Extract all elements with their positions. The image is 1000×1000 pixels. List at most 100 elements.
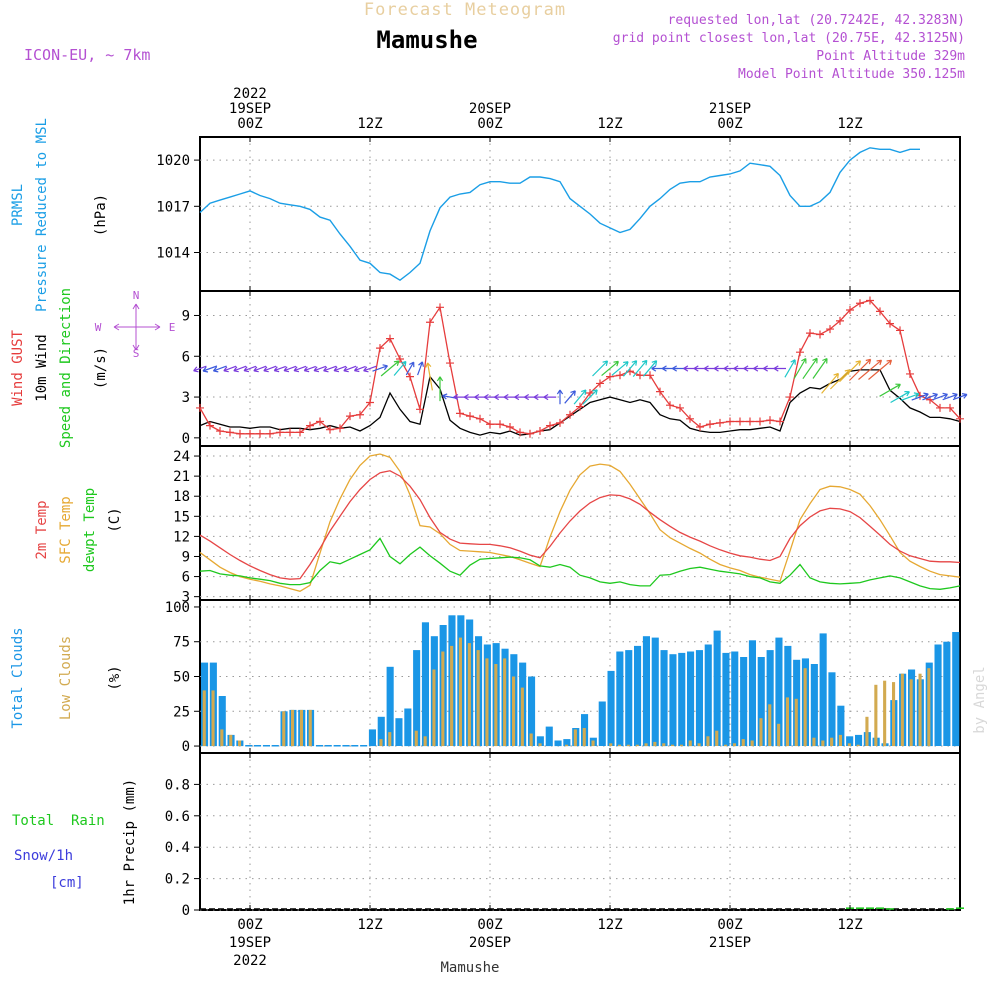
wind-arrow <box>474 393 486 401</box>
gust-marker <box>366 398 374 407</box>
low-cloud-bar <box>432 669 436 746</box>
wind-arrow <box>380 360 400 377</box>
total-cloud-bar <box>386 666 394 747</box>
wind-arrow <box>243 365 257 373</box>
axis-ticks: 1014 1017 1020 0 3 6 9 3 6 9 12 15 18 21 24 0 25 50 75 100 0… <box>156 137 851 919</box>
low-cloud-bar <box>450 645 454 746</box>
total-cloud-bar <box>616 651 624 747</box>
total-cloud-bar <box>545 726 553 747</box>
wind-arrow <box>193 365 207 373</box>
wind-arrow <box>202 365 218 373</box>
total-cloud-bar <box>669 654 677 746</box>
gust-marker <box>486 420 494 429</box>
gust-marker <box>276 428 284 437</box>
low-cloud-bar <box>918 673 922 746</box>
gust-marker <box>826 325 834 334</box>
top-time-label: 00Z <box>717 116 742 132</box>
chart-title: Mamushe <box>376 26 477 54</box>
precip-tick-label: 0.4 <box>165 840 190 856</box>
wind-arrow <box>713 365 726 372</box>
wind-arrow <box>425 362 433 391</box>
wind-tick-label: 3 <box>182 390 190 406</box>
gust-marker <box>716 418 724 427</box>
gust-marker <box>596 379 604 388</box>
low-cloud-bar <box>750 740 754 747</box>
clouds-tick-label: 25 <box>173 704 190 720</box>
bottom-time-label: 21SEP <box>709 935 751 951</box>
low-cloud-bar <box>282 711 286 747</box>
gust-marker <box>766 416 774 425</box>
gust-marker <box>526 429 534 438</box>
precip-tick-label: 0 <box>182 903 190 919</box>
low-cloud-bar <box>308 709 312 747</box>
gust-marker <box>376 344 384 353</box>
wind-arrow <box>223 365 237 373</box>
wind-tick-label: 6 <box>182 349 190 365</box>
wind-arrow <box>372 364 388 372</box>
low-cloud-bar <box>671 744 675 747</box>
wind-arrow <box>514 393 526 401</box>
gust-marker <box>746 417 754 426</box>
gust-marker <box>266 429 274 438</box>
temp-tick-label: 6 <box>182 570 190 586</box>
wind-arrow <box>343 365 357 373</box>
low-cloud-bar <box>591 740 595 747</box>
gust-marker <box>256 429 264 438</box>
gust-marker <box>456 409 464 418</box>
gust-marker <box>846 306 854 315</box>
wind-arrow <box>942 392 958 401</box>
wind-arrow <box>922 392 938 401</box>
low-cloud-bar <box>892 682 896 747</box>
total-cloud-bar <box>351 745 359 747</box>
model-altitude: Model Point Altitude 350.125m <box>738 67 965 82</box>
low-cloud-bar <box>529 733 533 746</box>
top-time-label: 12Z <box>597 116 622 132</box>
clouds-label-1: Total Clouds <box>10 627 26 728</box>
total-cloud-bar <box>934 644 942 746</box>
total-cloud-bar <box>254 745 262 747</box>
gust-marker <box>466 412 474 421</box>
low-cloud-bar <box>732 743 736 747</box>
wind-arrow <box>802 357 818 380</box>
total-cloud-bar <box>775 637 783 747</box>
wind-arrow <box>858 359 883 380</box>
gust-marker <box>936 403 944 412</box>
total-cloud-bar <box>943 641 951 746</box>
bottom-time-label: 2022 <box>233 953 267 969</box>
gust-marker <box>326 425 334 434</box>
low-cloud-bar <box>865 716 869 746</box>
precip-unit: 1hr Precip (mm) <box>122 779 138 905</box>
wind-arrow <box>773 365 786 372</box>
wind-arrow <box>273 365 287 373</box>
wind-tick-label: 9 <box>182 308 190 324</box>
low-cloud-bar <box>635 744 639 747</box>
low-cloud-bar <box>538 743 542 747</box>
temp-unit: (C) <box>107 507 123 532</box>
wind-arrow <box>868 359 893 380</box>
low-cloud-bar <box>741 739 745 747</box>
wind-arrow <box>573 389 587 405</box>
low-cloud-bar <box>927 668 931 747</box>
temp-tick-label: 21 <box>173 469 190 485</box>
total-cloud-bar <box>660 650 668 747</box>
gust-marker <box>196 403 204 412</box>
total-cloud-bar <box>528 676 536 746</box>
gust-marker <box>906 369 914 378</box>
clouds-tick-label: 75 <box>173 635 190 651</box>
gust-marker <box>476 414 484 423</box>
gust-marker <box>856 299 864 308</box>
top-time-label: 20SEP <box>469 101 511 117</box>
gust-marker <box>886 319 894 328</box>
wind-arrow <box>611 361 629 376</box>
total-cloud-bar <box>642 636 650 747</box>
top-time-label: 00Z <box>477 116 502 132</box>
total-cloud-bar <box>713 630 721 746</box>
rain-bar <box>876 907 884 909</box>
low-cloud-bar <box>609 743 613 747</box>
wind-unit: (m/s) <box>93 347 109 389</box>
total-cloud-bar <box>271 745 279 747</box>
clouds-tick-label: 100 <box>165 600 190 616</box>
wind-label-2: 10m Wind <box>34 334 50 401</box>
wind-tick-label: 0 <box>182 431 190 447</box>
